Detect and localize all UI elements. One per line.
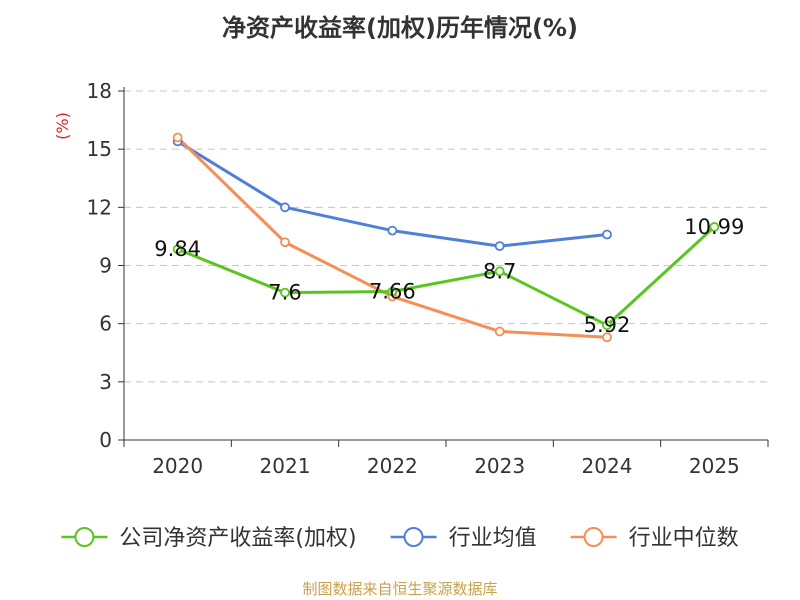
x-tick-label: 2022	[367, 454, 418, 478]
y-tick-label: 6	[99, 312, 112, 336]
y-tick-label: 12	[87, 195, 112, 219]
legend-item-2: 行业中位数	[570, 526, 739, 551]
data-point	[602, 229, 612, 240]
y-tick-labels: 0 3 6 9 12 15 18	[87, 79, 112, 452]
data-label: 9.84	[154, 237, 201, 261]
data-label: 7.66	[369, 279, 416, 303]
series-lines	[176, 136, 716, 339]
legend-item-1: 行业均值	[390, 526, 537, 551]
data-point	[494, 326, 505, 337]
legend-marker-icon	[74, 527, 95, 547]
legend-label: 行业均值	[449, 526, 537, 551]
x-tick-label: 2025	[689, 454, 740, 478]
data-point	[280, 202, 290, 213]
y-axis-label: (%)	[53, 112, 72, 140]
x-tick-label: 2023	[474, 454, 525, 478]
data-label: 7.6	[268, 281, 301, 305]
gridlines	[124, 90, 768, 383]
source-note: 制图数据来自恒生聚源数据库	[302, 580, 498, 598]
data-label: 10.99	[684, 215, 744, 239]
data-point	[172, 132, 183, 143]
x-tick-label: 2024	[582, 454, 633, 478]
legend-marker-icon	[583, 527, 604, 547]
data-point	[602, 320, 612, 331]
data-point	[709, 222, 720, 232]
series-line-0	[177, 225, 716, 327]
data-point	[387, 225, 398, 236]
y-tick-label: 0	[99, 428, 112, 452]
data-point	[494, 266, 505, 277]
y-tick-label: 18	[87, 79, 112, 103]
legend-item-0: 公司净资产收益率(加权)	[61, 526, 357, 551]
series-line-2	[176, 136, 608, 339]
legend-label: 行业中位数	[629, 526, 739, 551]
legend: 公司净资产收益率(加权) 行业均值 行业中位数	[61, 526, 739, 551]
chart-title: 净资产收益率(加权)历年情况(%)	[222, 14, 578, 42]
y-tick-label: 3	[99, 370, 112, 394]
y-tick-label: 15	[87, 137, 112, 161]
legend-label: 公司净资产收益率(加权)	[119, 526, 356, 551]
legend-marker-icon	[403, 527, 424, 547]
data-labels: 9.84 7.6 7.66 8.7 5.92 10.99	[154, 215, 744, 337]
data-point	[602, 332, 612, 343]
data-point	[280, 237, 290, 248]
data-point	[494, 241, 505, 252]
data-label: 5.92	[584, 313, 631, 337]
series-points	[172, 132, 720, 343]
data-label: 8.7	[483, 259, 516, 283]
data-point	[280, 287, 290, 298]
x-tick-label: 2020	[152, 454, 203, 478]
axes	[118, 87, 769, 447]
y-tick-label: 9	[99, 254, 112, 278]
data-point	[387, 286, 398, 297]
x-tick-labels: 2020 2021 2022 2023 2024 2025	[152, 454, 740, 478]
x-tick-label: 2021	[260, 454, 311, 478]
data-point	[172, 244, 183, 255]
